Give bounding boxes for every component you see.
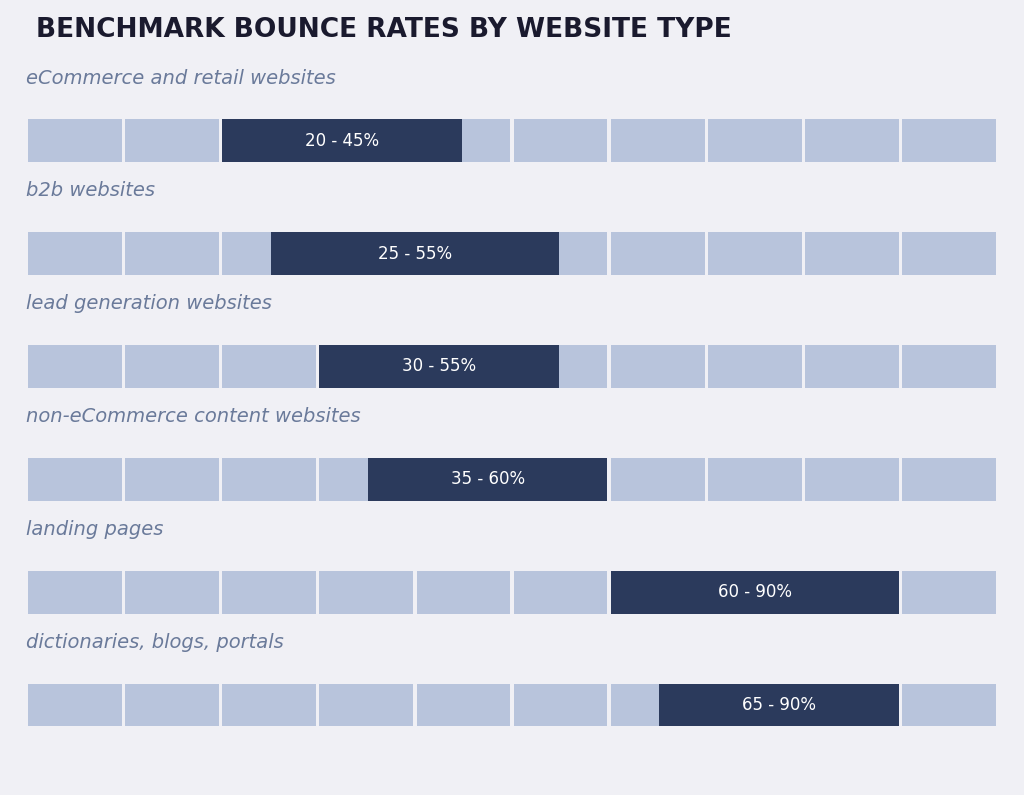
Text: lead generation websites: lead generation websites: [27, 294, 272, 313]
Bar: [319, 119, 413, 162]
Text: 60 - 90%: 60 - 90%: [718, 583, 792, 601]
Bar: [319, 232, 413, 275]
Bar: [708, 571, 802, 614]
Bar: [271, 232, 559, 275]
Bar: [125, 684, 219, 727]
Bar: [222, 232, 316, 275]
Bar: [805, 119, 899, 162]
Bar: [28, 571, 122, 614]
Bar: [417, 232, 510, 275]
Bar: [611, 345, 705, 388]
Bar: [708, 345, 802, 388]
Bar: [611, 571, 705, 614]
Bar: [611, 458, 705, 501]
Bar: [222, 119, 316, 162]
Bar: [222, 684, 316, 727]
Bar: [514, 345, 607, 388]
Bar: [611, 684, 705, 727]
Bar: [902, 232, 996, 275]
Bar: [902, 571, 996, 614]
Bar: [28, 232, 122, 275]
Bar: [805, 232, 899, 275]
Bar: [28, 119, 122, 162]
Bar: [805, 571, 899, 614]
Bar: [319, 345, 559, 388]
Bar: [902, 345, 996, 388]
Bar: [28, 345, 122, 388]
Bar: [514, 684, 607, 727]
Text: b2b websites: b2b websites: [27, 181, 156, 200]
Bar: [417, 345, 510, 388]
Bar: [222, 571, 316, 614]
Bar: [611, 571, 899, 614]
Bar: [902, 458, 996, 501]
Bar: [417, 684, 510, 727]
Bar: [319, 458, 413, 501]
Text: non-eCommerce content websites: non-eCommerce content websites: [27, 407, 361, 426]
Bar: [805, 684, 899, 727]
Bar: [514, 458, 607, 501]
Bar: [708, 119, 802, 162]
Bar: [125, 345, 219, 388]
Bar: [417, 119, 510, 162]
Bar: [902, 684, 996, 727]
Text: BENCHMARK BOUNCE RATES BY WEBSITE TYPE: BENCHMARK BOUNCE RATES BY WEBSITE TYPE: [37, 17, 732, 43]
Bar: [368, 458, 607, 501]
Text: eCommerce and retail websites: eCommerce and retail websites: [27, 68, 336, 87]
Bar: [805, 345, 899, 388]
Bar: [319, 345, 413, 388]
Bar: [417, 571, 510, 614]
Text: landing pages: landing pages: [27, 520, 164, 539]
Bar: [611, 232, 705, 275]
Text: 30 - 55%: 30 - 55%: [402, 358, 476, 375]
Bar: [125, 119, 219, 162]
Bar: [611, 119, 705, 162]
Bar: [708, 232, 802, 275]
Text: 35 - 60%: 35 - 60%: [451, 471, 524, 488]
Text: 20 - 45%: 20 - 45%: [305, 132, 379, 149]
Bar: [222, 119, 462, 162]
Bar: [28, 684, 122, 727]
Bar: [222, 345, 316, 388]
Bar: [514, 571, 607, 614]
Bar: [805, 458, 899, 501]
Bar: [125, 458, 219, 501]
Bar: [514, 119, 607, 162]
Bar: [319, 684, 413, 727]
Bar: [319, 571, 413, 614]
Bar: [28, 458, 122, 501]
Text: 65 - 90%: 65 - 90%: [742, 696, 816, 714]
Bar: [708, 684, 802, 727]
Bar: [417, 458, 510, 501]
Bar: [125, 571, 219, 614]
Bar: [708, 458, 802, 501]
Bar: [222, 458, 316, 501]
Text: 25 - 55%: 25 - 55%: [378, 245, 452, 262]
Bar: [514, 232, 607, 275]
Bar: [659, 684, 899, 727]
Text: dictionaries, blogs, portals: dictionaries, blogs, portals: [27, 633, 284, 652]
Bar: [902, 119, 996, 162]
Bar: [125, 232, 219, 275]
